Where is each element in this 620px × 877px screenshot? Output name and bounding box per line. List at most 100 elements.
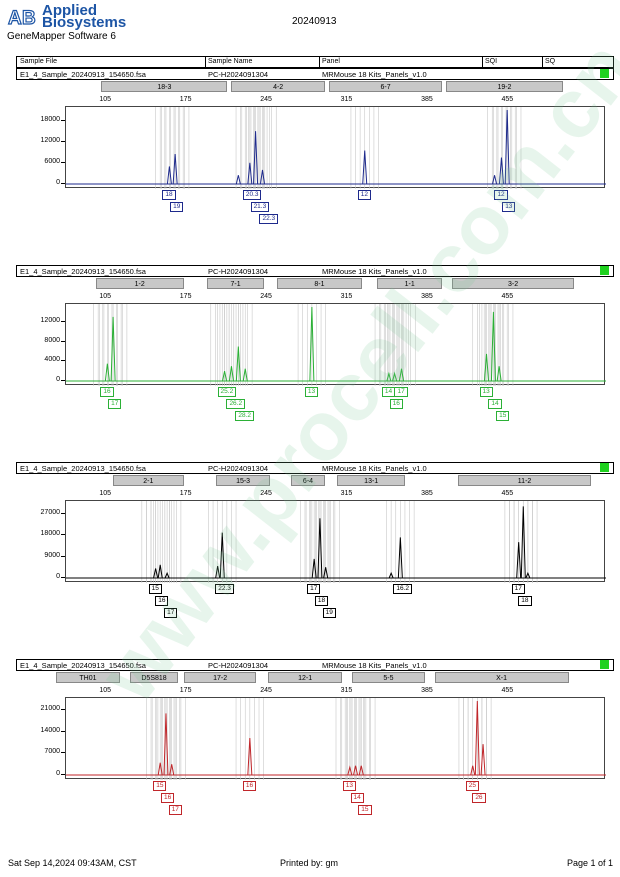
peak[interactable]	[235, 175, 241, 185]
peak[interactable]	[169, 764, 175, 776]
allele-call-label[interactable]: 16.2	[393, 584, 412, 594]
marker-bin[interactable]: 13-1	[337, 475, 406, 486]
allele-call-label[interactable]: 25	[465, 781, 479, 791]
marker-bin[interactable]: D5S818	[130, 672, 178, 683]
marker-bin[interactable]: 1-1	[377, 278, 443, 289]
allele-call-label[interactable]: 17	[511, 584, 525, 594]
marker-bin[interactable]: 12-1	[268, 672, 343, 683]
marker-bin[interactable]: 17-2	[184, 672, 257, 683]
marker-bin[interactable]: 8-1	[277, 278, 362, 289]
marker-bin[interactable]: 6-7	[328, 81, 443, 92]
peak[interactable]	[323, 567, 329, 579]
allele-call-label[interactable]: 12	[494, 190, 508, 200]
marker-bin[interactable]: 2-1	[112, 475, 184, 486]
peak[interactable]	[157, 762, 163, 776]
peak[interactable]	[398, 368, 404, 382]
allele-call-label[interactable]: 16	[242, 781, 257, 791]
peak[interactable]	[157, 564, 163, 579]
allele-call-label[interactable]: 20.3	[242, 190, 262, 200]
peak[interactable]	[311, 558, 317, 579]
peak[interactable]	[492, 175, 498, 185]
peak[interactable]	[164, 571, 170, 579]
allele-call-label[interactable]: 21.3	[250, 202, 270, 212]
peak[interactable]	[498, 157, 504, 185]
electropherogram-plot[interactable]	[65, 697, 606, 780]
marker-bin[interactable]: TH01	[55, 672, 121, 683]
allele-call-label[interactable]: 22.3	[215, 584, 234, 594]
allele-call-label[interactable]: 15	[148, 584, 162, 594]
allele-call-label[interactable]: 25.2	[217, 387, 237, 397]
marker-bin[interactable]: 11-2	[457, 475, 592, 486]
allele-call-label[interactable]: 16	[155, 596, 169, 606]
marker-bin[interactable]: 15-3	[216, 475, 270, 486]
peak[interactable]	[358, 765, 364, 776]
marker-bin[interactable]: 7-1	[207, 278, 265, 289]
peak[interactable]	[397, 537, 403, 579]
peak[interactable]	[242, 368, 248, 382]
electropherogram-plot[interactable]	[65, 106, 606, 189]
peak[interactable]	[163, 713, 169, 776]
peak[interactable]	[104, 363, 110, 382]
peak[interactable]	[253, 131, 259, 185]
allele-call-label[interactable]: 17	[108, 399, 122, 409]
marker-bin[interactable]: 6-4	[291, 475, 325, 486]
peak[interactable]	[516, 542, 522, 579]
allele-call-label[interactable]: 18	[314, 596, 329, 606]
peak[interactable]	[247, 162, 253, 185]
allele-call-label[interactable]: 12	[357, 190, 371, 200]
peak[interactable]	[496, 366, 502, 382]
allele-call-label[interactable]: 18	[162, 190, 176, 200]
allele-call-label[interactable]: 26	[472, 793, 486, 803]
electropherogram-plot[interactable]	[65, 303, 606, 386]
marker-bin[interactable]: X-1	[434, 672, 569, 683]
peak[interactable]	[166, 166, 172, 185]
peak[interactable]	[222, 371, 228, 382]
peak[interactable]	[392, 371, 398, 382]
peak[interactable]	[362, 150, 368, 185]
peak[interactable]	[317, 518, 323, 579]
allele-call-label[interactable]: 13	[342, 781, 357, 791]
peak[interactable]	[110, 316, 116, 382]
electropherogram-plot[interactable]	[65, 500, 606, 583]
allele-call-label[interactable]: 15	[358, 805, 372, 815]
allele-call-label[interactable]: 13	[304, 387, 319, 397]
marker-bin[interactable]: 5-5	[351, 672, 425, 683]
allele-call-label[interactable]: 16	[100, 387, 114, 397]
peak[interactable]	[215, 565, 221, 579]
peak[interactable]	[520, 506, 526, 579]
allele-call-label[interactable]: 26.2	[226, 399, 246, 409]
allele-call-label[interactable]: 28.2	[235, 411, 254, 421]
allele-call-label[interactable]: 17	[307, 584, 321, 594]
allele-call-label[interactable]: 17	[394, 387, 408, 397]
allele-call-label[interactable]: 16	[160, 793, 175, 803]
peak[interactable]	[490, 311, 496, 382]
allele-call-label[interactable]: 18	[518, 596, 532, 606]
peak[interactable]	[386, 371, 392, 382]
allele-call-label[interactable]: 14	[350, 793, 364, 803]
allele-call-label[interactable]: 17	[168, 805, 182, 815]
marker-bin[interactable]: 18-3	[101, 81, 228, 92]
peak[interactable]	[347, 765, 353, 776]
peak[interactable]	[247, 737, 253, 776]
allele-call-label[interactable]: 15	[496, 411, 510, 421]
allele-call-label[interactable]: 19	[322, 608, 336, 618]
marker-bin[interactable]: 19-2	[446, 81, 563, 92]
marker-bin[interactable]: 4-2	[231, 81, 325, 92]
peak[interactable]	[219, 532, 225, 579]
peak[interactable]	[388, 571, 394, 579]
allele-call-label[interactable]: 14	[488, 399, 502, 409]
peak[interactable]	[484, 353, 490, 382]
peak[interactable]	[309, 306, 315, 382]
peak[interactable]	[525, 571, 531, 579]
peak[interactable]	[474, 700, 480, 776]
allele-call-label[interactable]: 15	[153, 781, 167, 791]
peak[interactable]	[228, 366, 234, 382]
peak[interactable]	[259, 169, 265, 185]
peak[interactable]	[480, 744, 486, 776]
marker-bin[interactable]: 1-2	[95, 278, 184, 289]
peak[interactable]	[153, 568, 159, 579]
peak[interactable]	[235, 346, 241, 382]
marker-bin[interactable]: 3-2	[451, 278, 575, 289]
allele-call-label[interactable]: 13	[502, 202, 516, 212]
allele-call-label[interactable]: 17	[164, 608, 178, 618]
